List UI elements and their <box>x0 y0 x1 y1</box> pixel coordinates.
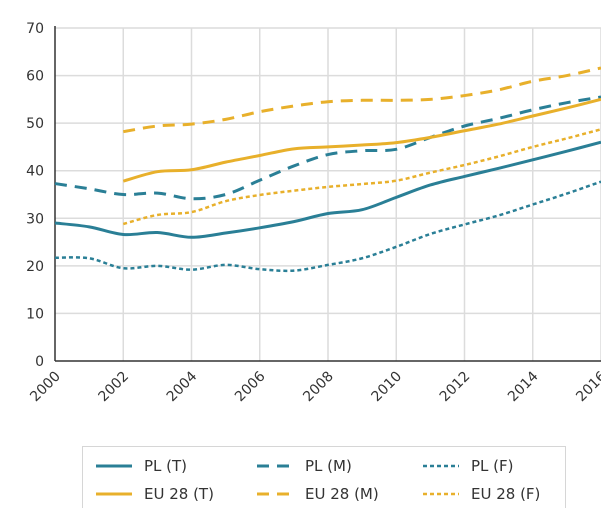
legend-item-pl-f: PL (F) <box>423 457 514 475</box>
legend-item-eu-f: EU 28 (F) <box>423 485 540 503</box>
legend-item-pl-m: PL (M) <box>257 457 352 475</box>
legend-swatch <box>423 464 459 468</box>
x-tick-label: 2004 <box>164 368 201 405</box>
legend-swatch <box>257 464 293 468</box>
chart-series <box>54 66 601 273</box>
legend-item-pl-t: PL (T) <box>96 457 187 475</box>
series-line-pl-t <box>54 140 601 239</box>
y-tick-label: 10 <box>26 306 44 322</box>
y-tick-label: 50 <box>26 116 44 132</box>
y-tick-label: 20 <box>26 259 44 275</box>
series-line-eu-28-f <box>122 128 601 226</box>
legend-label: PL (F) <box>471 457 514 475</box>
line-chart: 0 10 20 30 40 50 60 70 2000 2002 2004 2006 2008 2010 2… <box>26 21 601 405</box>
x-tick-label: 2014 <box>505 368 542 405</box>
legend-swatch <box>257 492 293 496</box>
legend-swatch <box>96 492 132 496</box>
legend-swatch <box>423 492 459 496</box>
y-tick-label: 0 <box>35 354 44 370</box>
y-tick-label: 70 <box>26 21 44 37</box>
series-line-eu-28-m <box>123 66 601 134</box>
legend-label: EU 28 (M) <box>305 485 379 503</box>
legend-label: PL (M) <box>305 457 352 475</box>
chart-legend: PL (T) PL (M) PL (F) EU 28 (T) EU 28 (M)… <box>82 446 566 508</box>
x-tick-label: 2006 <box>232 368 269 405</box>
x-tick-label: 2002 <box>96 369 133 406</box>
legend-label: EU 28 (T) <box>144 485 214 503</box>
chart-tick-labels: 0 10 20 30 40 50 60 70 2000 2002 2004 2006 2008 2010 2… <box>26 21 601 405</box>
legend-item-eu-m: EU 28 (M) <box>257 485 379 503</box>
series-line-pl-f <box>54 180 601 273</box>
y-tick-label: 60 <box>26 69 44 85</box>
legend-swatch <box>96 464 132 468</box>
x-tick-label: 2012 <box>437 369 474 406</box>
y-tick-label: 30 <box>26 211 44 227</box>
chart-axes <box>54 26 601 362</box>
x-tick-label: 2010 <box>369 369 406 406</box>
legend-item-eu-t: EU 28 (T) <box>96 485 214 503</box>
legend-label: EU 28 (F) <box>471 485 541 503</box>
chart-grid <box>55 27 601 361</box>
x-tick-label: 2008 <box>300 369 337 406</box>
x-tick-label: 2000 <box>27 369 64 406</box>
y-tick-label: 40 <box>26 164 44 180</box>
series-line-pl-m <box>54 95 601 201</box>
series-line-eu-28-t <box>122 97 601 183</box>
x-tick-label: 2016 <box>573 368 601 405</box>
legend-label: PL (T) <box>144 457 188 475</box>
